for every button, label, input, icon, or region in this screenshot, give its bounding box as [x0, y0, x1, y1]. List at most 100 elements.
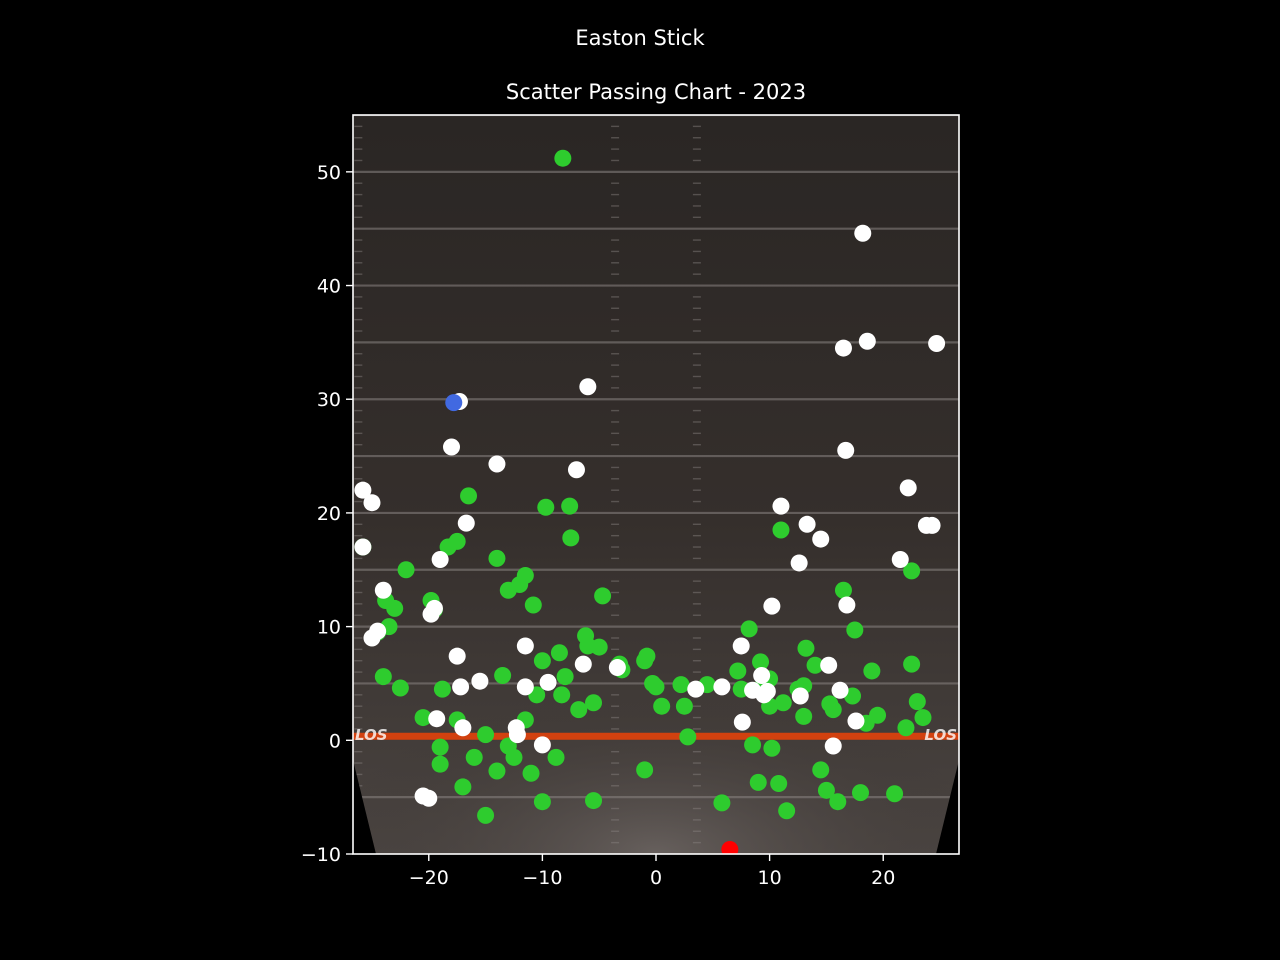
- completion-point: [638, 647, 656, 665]
- incompletion-point: [928, 335, 946, 353]
- completion-point: [740, 620, 758, 638]
- completion-point: [537, 498, 555, 516]
- completion-point: [590, 638, 608, 656]
- incompletion-point: [374, 581, 392, 599]
- completion-point: [774, 694, 792, 712]
- y-tick-label: −10: [301, 844, 341, 866]
- incompletion-point: [579, 378, 597, 396]
- completion-point: [433, 680, 451, 698]
- completion-point: [505, 748, 523, 766]
- incompletion-point: [791, 687, 809, 705]
- x-tick-label: −10: [522, 867, 562, 889]
- incompletion-point: [837, 441, 855, 459]
- completion-point: [647, 678, 665, 696]
- completion-point: [713, 794, 731, 812]
- completion-point: [817, 781, 835, 799]
- incompletion-point: [687, 680, 705, 698]
- field-corner-left: [353, 760, 376, 854]
- completion-point: [550, 644, 568, 662]
- completion-point: [829, 793, 847, 811]
- completion-point: [834, 581, 852, 599]
- completion-point: [914, 709, 932, 727]
- incompletion-point: [831, 681, 849, 699]
- field-yard-lines: [353, 115, 959, 799]
- incompletion-point: [733, 713, 751, 731]
- completion-point: [886, 785, 904, 803]
- completion-point: [869, 706, 887, 724]
- completion-point: [585, 694, 603, 712]
- plot-area: LOS LOS: [353, 115, 959, 854]
- y-tick-label: 40: [317, 276, 341, 298]
- incompletion-point: [488, 455, 506, 473]
- incompletion-point: [425, 599, 443, 617]
- pass-points: [354, 149, 946, 854]
- incompletion-point: [539, 673, 557, 691]
- incompletion-point: [753, 667, 771, 685]
- incompletion-point: [713, 678, 731, 696]
- completion-point: [516, 566, 534, 584]
- incompletion-point: [354, 481, 372, 499]
- completion-point: [908, 693, 926, 711]
- incompletion-point: [508, 726, 526, 744]
- y-tick-label: 20: [317, 503, 341, 525]
- completion-point: [547, 748, 565, 766]
- completion-point: [494, 667, 512, 685]
- y-tick-label: 0: [329, 730, 341, 752]
- completion-point: [594, 587, 612, 605]
- completion-point: [391, 679, 409, 697]
- incompletion-point: [420, 789, 438, 807]
- y-tick-label: 50: [317, 162, 341, 184]
- completion-point: [562, 529, 580, 547]
- completion-point: [675, 697, 693, 715]
- los-label-right: LOS: [924, 726, 957, 744]
- incompletion-point: [454, 719, 472, 737]
- completion-point: [897, 719, 915, 737]
- x-tick-label: 10: [758, 867, 782, 889]
- completion-point: [752, 653, 770, 671]
- x-tick-label: 20: [871, 867, 895, 889]
- completion-point: [386, 599, 404, 617]
- completion-point: [522, 764, 540, 782]
- completion-point: [636, 761, 654, 779]
- completion-point: [846, 621, 864, 639]
- interception-point: [721, 840, 739, 854]
- completion-point: [488, 549, 506, 567]
- completion-point: [524, 596, 542, 614]
- completion-point: [397, 561, 415, 579]
- incompletion-point: [428, 710, 446, 728]
- touchdown-point: [445, 394, 463, 412]
- completion-point: [553, 686, 571, 704]
- incompletion-point: [567, 461, 585, 479]
- completion-point: [672, 676, 690, 694]
- completion-point: [477, 806, 495, 824]
- completion-point: [431, 755, 449, 773]
- incompletion-point: [923, 516, 941, 534]
- incompletion-point: [847, 712, 865, 730]
- incompletion-point: [834, 339, 852, 357]
- x-tick-label: 0: [650, 867, 662, 889]
- completion-point: [488, 762, 506, 780]
- incompletion-point: [732, 637, 750, 655]
- completion-point: [448, 532, 466, 550]
- completion-point: [863, 662, 881, 680]
- completion-point: [431, 738, 449, 756]
- completion-point: [851, 784, 869, 802]
- incompletion-point: [452, 678, 470, 696]
- incompletion-point: [457, 514, 475, 532]
- incompletion-point: [354, 538, 372, 556]
- incompletion-point: [369, 622, 387, 640]
- incompletion-point: [574, 655, 592, 673]
- x-axis: −20 −10 0 10 20: [409, 854, 895, 889]
- incompletion-point: [891, 551, 909, 569]
- chart-subtitle: Scatter Passing Chart - 2023: [506, 80, 806, 104]
- completion-point: [460, 487, 478, 505]
- incompletion-point: [798, 515, 816, 533]
- completion-point: [570, 701, 588, 719]
- completion-point: [778, 802, 796, 820]
- incompletion-point: [608, 659, 626, 677]
- incompletion-point: [516, 637, 534, 655]
- chart-title: Easton Stick: [575, 26, 705, 50]
- completion-point: [795, 707, 813, 725]
- completion-point: [763, 739, 781, 757]
